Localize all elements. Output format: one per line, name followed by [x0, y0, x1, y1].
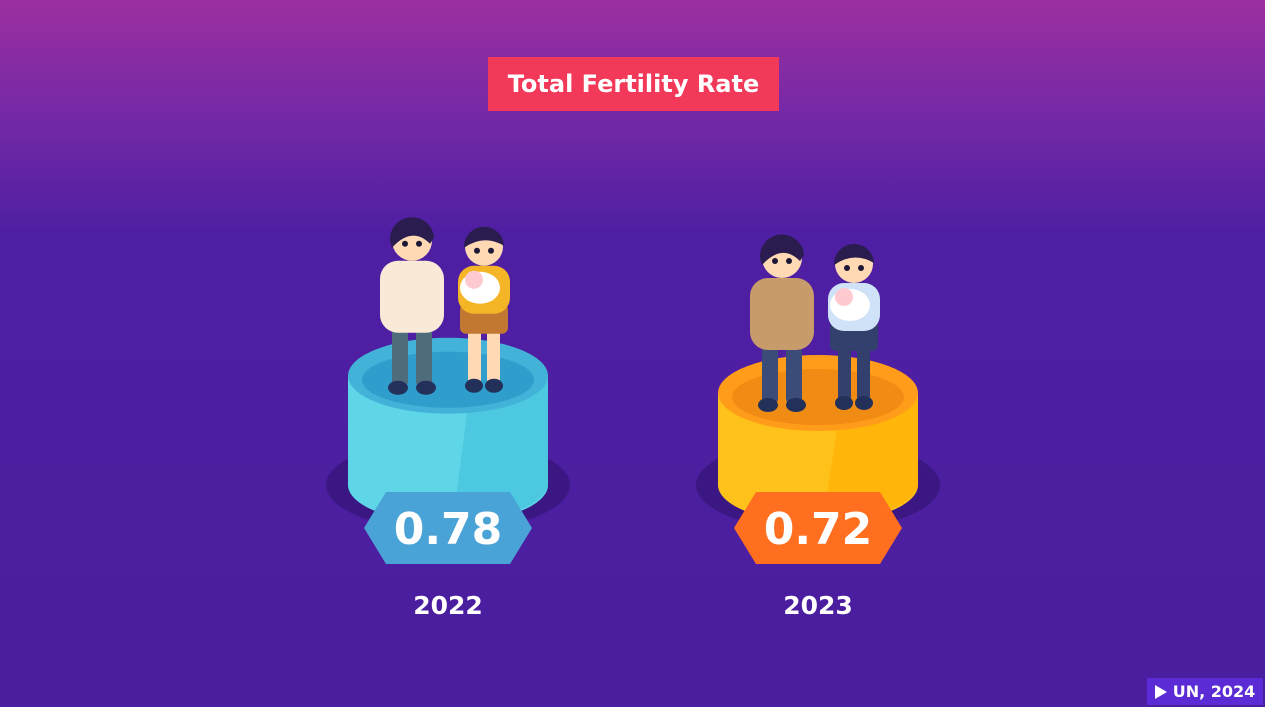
- chart-title: Total Fertility Rate: [488, 57, 779, 111]
- bar-2023: 0.72 2023: [696, 234, 940, 620]
- value-label: 0.72: [764, 504, 873, 555]
- family-icon: [380, 217, 510, 395]
- value-badge: [734, 492, 902, 564]
- bar-top-inner: [732, 369, 904, 425]
- play-icon: [1154, 684, 1167, 699]
- source-badge[interactable]: UN, 2024: [1147, 678, 1263, 705]
- value-badge: [364, 492, 532, 564]
- source-label: UN, 2024: [1172, 682, 1256, 701]
- category-label: 2023: [783, 591, 853, 620]
- bar-top-inner: [362, 351, 534, 408]
- category-label: 2022: [413, 591, 483, 620]
- family-icon: [750, 234, 880, 412]
- value-label: 0.78: [394, 504, 503, 555]
- bar-2022: 0.78 2022: [326, 217, 570, 620]
